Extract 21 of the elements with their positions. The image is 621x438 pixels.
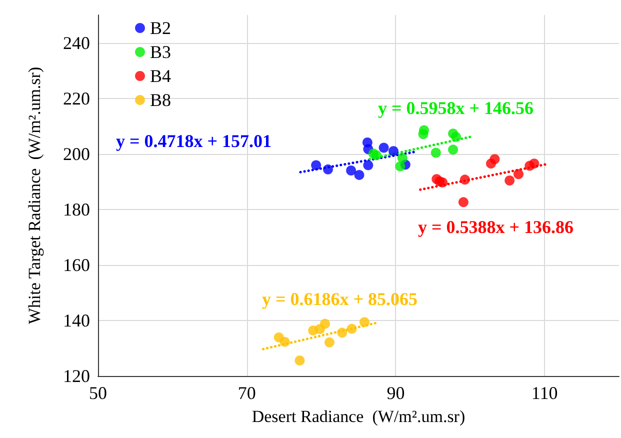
x-tick-label: 50 [89, 383, 107, 403]
legend-label: B2 [150, 18, 172, 38]
y-tick-label: 200 [63, 144, 90, 164]
y-tick-label: 160 [63, 254, 90, 275]
y-tick-label: 120 [63, 366, 90, 386]
legend-label: B8 [150, 90, 172, 110]
annotation: y = 0.6186x + 85.065 [262, 289, 418, 309]
annotation: y = 0.5388x + 136.86 [418, 217, 574, 237]
annotation: y = 0.4718x + 157.01 [116, 131, 272, 151]
legend-label: B4 [150, 66, 172, 86]
y-tick-label: 140 [63, 310, 90, 330]
x-tick-label: 70 [238, 383, 256, 403]
y-tick-label: 240 [63, 32, 90, 53]
x-tick-label: 110 [531, 383, 558, 403]
y-axis-title: White Target Radiance (W/m².um.sr) [25, 66, 44, 324]
x-axis-title: Desert Radiance (W/m².um.sr) [252, 407, 466, 426]
legend-label: B3 [150, 42, 172, 62]
annotation: y = 0.5958x + 146.56 [378, 98, 534, 118]
y-tick-label: 220 [63, 88, 90, 108]
y-tick-label: 180 [63, 199, 90, 220]
x-tick-label: 90 [386, 383, 405, 403]
